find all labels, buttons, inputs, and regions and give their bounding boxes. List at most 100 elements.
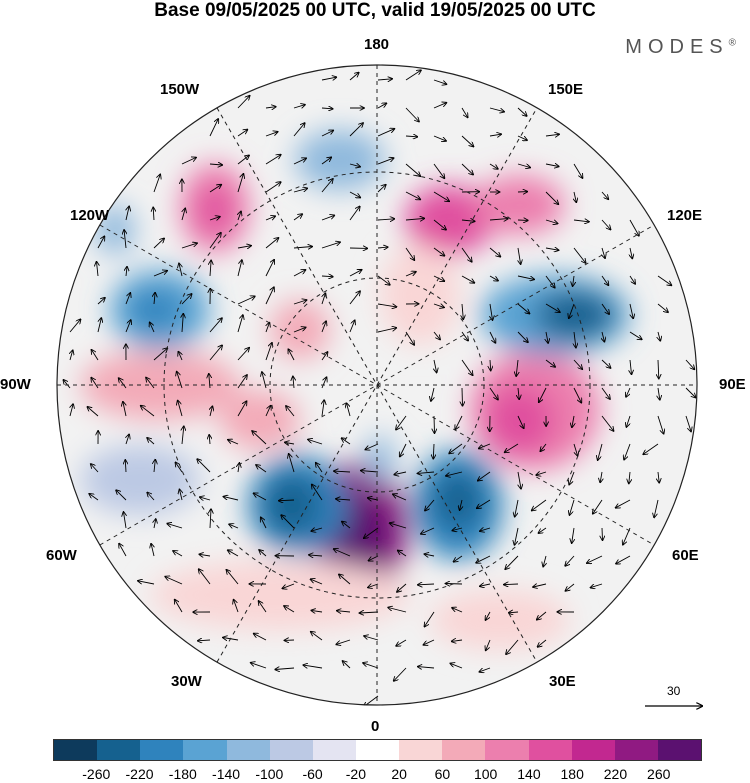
wind-vector (182, 314, 183, 333)
wind-vector (539, 527, 547, 533)
wind-vector (460, 499, 462, 510)
wind-vector (124, 512, 127, 529)
wind-vector (284, 606, 295, 613)
wind-vector (591, 583, 603, 588)
wind-vector (368, 584, 379, 588)
lon-label-120e: 120E (667, 207, 703, 224)
anomaly-area (150, 560, 410, 630)
wind-vector (365, 443, 379, 450)
wind-vector (489, 247, 500, 257)
anomaly-area (380, 245, 460, 345)
wind-vector (545, 134, 559, 136)
wind-vector (228, 440, 239, 445)
wind-vector (545, 248, 559, 250)
wind-vector (182, 426, 184, 445)
wind-vector (489, 331, 495, 343)
wind-vector (343, 661, 351, 669)
wind-vector (293, 377, 294, 389)
wind-vector (377, 304, 396, 307)
wind-vector (153, 238, 164, 249)
wind-vector (629, 331, 642, 339)
wind-vector (433, 163, 444, 178)
wind-vector (259, 601, 267, 613)
wind-vector (418, 667, 435, 668)
wind-vector (281, 515, 295, 529)
wind-vector (126, 435, 129, 445)
wind-vector (252, 431, 267, 445)
wind-vector (126, 267, 127, 277)
wind-vector (254, 493, 267, 501)
wind-vector (616, 555, 631, 564)
wind-vector (421, 527, 435, 534)
wind-vector (337, 611, 351, 612)
wind-vector (347, 403, 351, 417)
lon-label-180: 180 (364, 36, 390, 53)
wind-vector (200, 497, 211, 500)
wind-vector (489, 219, 508, 220)
wind-vector (349, 320, 355, 333)
wind-vector (455, 415, 463, 429)
wind-vector (545, 275, 555, 288)
wind-vector (125, 293, 130, 305)
lon-label-30w: 30W (171, 673, 202, 690)
wind-vector (490, 303, 493, 320)
wind-vector (479, 667, 491, 672)
lon-label-60w: 60W (46, 547, 77, 564)
wind-vector (418, 584, 435, 585)
wind-vector (616, 499, 631, 508)
colorbar-cell (355, 740, 400, 760)
wind-vector (629, 471, 630, 483)
wind-vector (574, 331, 576, 348)
wind-vector (153, 208, 154, 221)
colorbar (53, 739, 702, 761)
map-title: Base 09/05/2025 00 UTC, valid 19/05/2025… (154, 0, 596, 21)
wind-vector (545, 359, 555, 367)
wind-vector (279, 500, 295, 501)
wind-vector (150, 323, 155, 333)
wind-vector (424, 639, 435, 645)
anomaly-area (220, 390, 300, 450)
wind-vector (125, 460, 126, 473)
wind-vector (91, 378, 99, 389)
wind-vector (282, 583, 295, 588)
wind-vector (533, 584, 547, 587)
colorbar-tick-label: 180 (560, 766, 584, 782)
colorbar-tick-label: 140 (517, 766, 541, 782)
colorbar-tick-label: -180 (168, 766, 197, 782)
wind-vector (400, 443, 407, 457)
colorbar-tick-label: 100 (473, 766, 498, 782)
wind-vector (116, 490, 127, 501)
wind-vector (126, 207, 129, 221)
wind-vector (286, 406, 295, 417)
wind-vector (342, 522, 351, 529)
wind-vector (288, 349, 295, 361)
wind-vector (153, 348, 167, 361)
wind-vector (224, 497, 239, 501)
wind-vector (256, 465, 267, 473)
wind-vector (517, 135, 527, 140)
wind-vector (275, 668, 295, 670)
wind-vector (261, 517, 267, 529)
wind-vector (175, 600, 183, 613)
wind-vector (489, 107, 504, 112)
wind-vector (462, 303, 463, 319)
wind-vector (289, 454, 295, 473)
wind-vector (97, 318, 101, 333)
wind-vector (199, 569, 211, 585)
wind-vector (598, 443, 603, 460)
lon-label-90w: 90W (0, 376, 31, 393)
wind-vector (573, 359, 582, 369)
wind-vector (450, 663, 463, 669)
colorbar-tick-label: 220 (603, 766, 628, 782)
wind-vector (425, 611, 435, 627)
wind-vector (70, 350, 73, 361)
wind-vector (658, 471, 659, 483)
wind-vector (181, 243, 197, 249)
colorbar-cell (528, 740, 572, 760)
wind-vector (63, 380, 71, 389)
wind-vector (321, 108, 333, 109)
wind-vector (254, 634, 267, 641)
wind-vector (425, 554, 435, 556)
wind-vector (321, 352, 328, 361)
